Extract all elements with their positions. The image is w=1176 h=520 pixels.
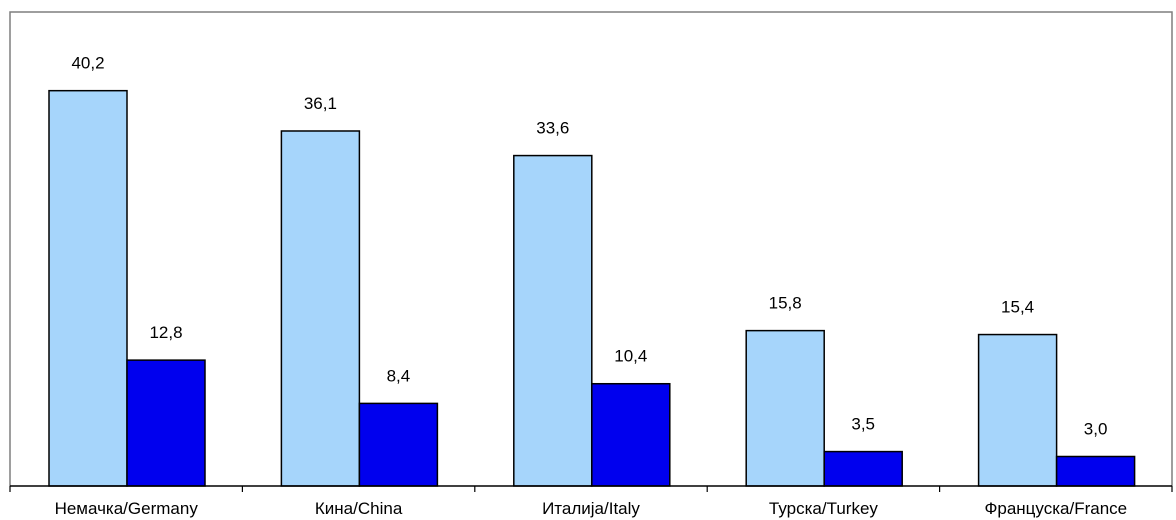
category-label-3: Турска/Turkey	[769, 499, 879, 518]
bars	[48, 89, 1136, 487]
category-label-4: Француска/France	[984, 499, 1127, 518]
plot-border	[9, 11, 1173, 486]
value-label-series2-4: 3,0	[1084, 419, 1108, 438]
value-label-series2-1: 8,4	[387, 366, 411, 385]
value-label-series1-4: 15,4	[1001, 298, 1034, 317]
value-label-series1-0: 40,2	[71, 54, 104, 73]
bar-series1-1	[280, 130, 361, 487]
value-label-series2-0: 12,8	[149, 323, 182, 342]
category-label-2: Италија/Italy	[542, 499, 640, 518]
bar-series1-0	[48, 89, 128, 487]
value-label-series1-1: 36,1	[304, 94, 337, 113]
bar-series2-0	[126, 359, 206, 487]
bar-series1-4	[977, 333, 1058, 487]
bar-series1-2	[513, 154, 593, 487]
bar-series2-3	[823, 450, 903, 487]
plot-frame	[9, 11, 1173, 486]
value-label-series2-3: 3,5	[851, 415, 875, 434]
bar-series2-1	[358, 402, 439, 487]
value-label-series2-2: 10,4	[614, 347, 647, 366]
value-label-series1-2: 33,6	[536, 119, 569, 138]
bar-series2-2	[591, 382, 671, 487]
category-label-1: Кина/China	[315, 499, 403, 518]
bar-series2-4	[1055, 455, 1136, 487]
value-label-series1-3: 15,8	[769, 294, 802, 313]
value-labels: 40,2 12,8 36,1 8,4 33,6 10,4 15,8 3,5 15,4 3,0	[71, 54, 1107, 439]
category-label-0: Немачка/Germany	[55, 499, 199, 518]
x-axis: Немачка/Germany Кина/China Италија/Italy Ту…	[9, 485, 1173, 518]
bar-series1-3	[745, 329, 825, 487]
